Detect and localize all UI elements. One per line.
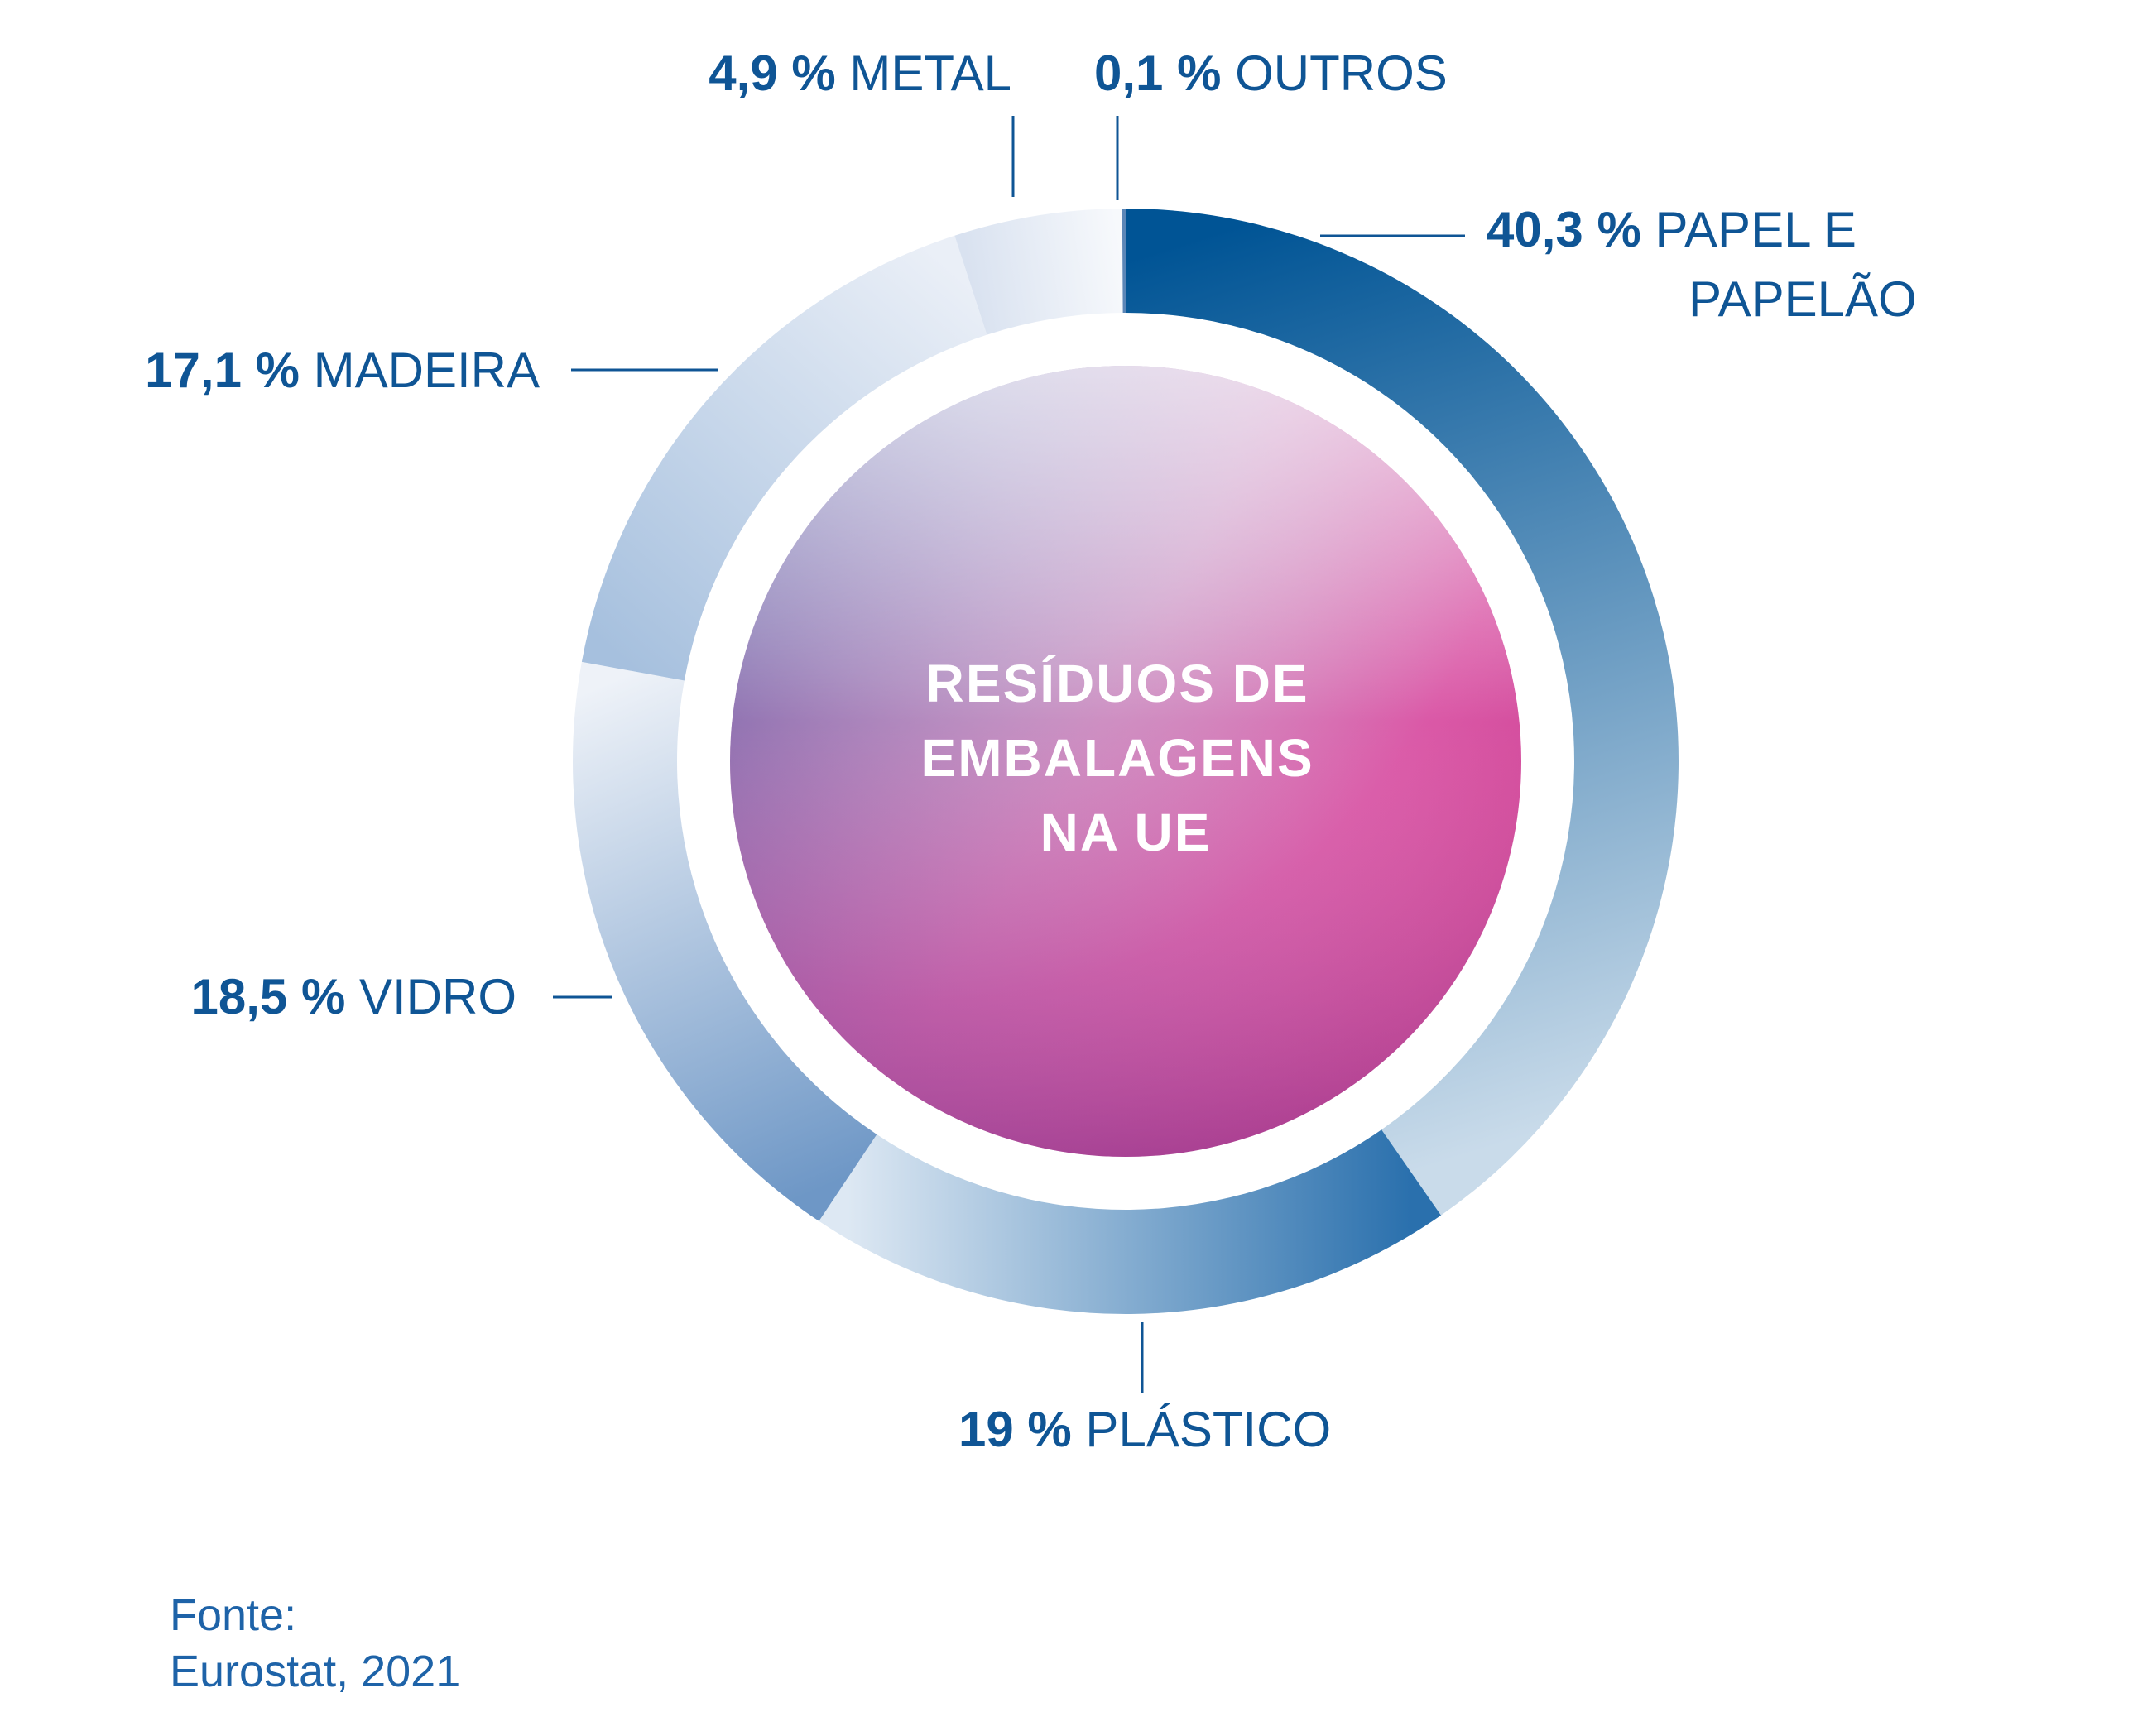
source-note: Fonte: Eurostat, 2021	[170, 1587, 460, 1700]
label-name-metal: METAL	[836, 46, 1011, 101]
slice-outros	[1122, 209, 1126, 314]
label-name-plastico: PLÁSTICO	[1072, 1402, 1331, 1457]
slice-papel-e-papelao	[1126, 209, 1679, 1216]
slice-metal	[954, 209, 1123, 335]
center-title-line-2: EMBALAGENS	[921, 728, 1314, 788]
slice-madeira	[581, 235, 987, 681]
label-name-madeira: MADEIRA	[300, 343, 540, 398]
label-name-papel-e-papelao: PAPEL E	[1641, 202, 1857, 257]
center-title: RESÍDUOS DE EMBALAGENS NA UE	[921, 654, 1331, 862]
label-value-vidro: 18,5 %	[191, 969, 346, 1024]
label-papel-e-papelao: 40,3 % PAPEL E	[1487, 202, 1857, 257]
label-outros: 0,1 % OUTROS	[1094, 46, 1448, 101]
slice-plastico	[819, 1129, 1441, 1314]
center-title-line-3: NA UE	[1040, 803, 1212, 862]
slice-labels: 40,3 % PAPEL E PAPELÃO 19 % PLÁSTICO 18,5 %…	[145, 46, 1917, 1457]
label-name-outros: OUTROS	[1221, 46, 1447, 101]
label-plastico: 19 % PLÁSTICO	[958, 1402, 1331, 1457]
source-label: Fonte:	[170, 1590, 297, 1640]
label-value-outros: 0,1 %	[1094, 46, 1221, 101]
label-value-plastico: 19 %	[958, 1402, 1072, 1457]
label-vidro: 18,5 % VIDRO	[191, 969, 517, 1024]
center-highlight	[730, 366, 1521, 1157]
source-text: Eurostat, 2021	[170, 1647, 461, 1696]
label-madeira: 17,1 % MADEIRA	[145, 343, 540, 398]
slice-vidro	[573, 661, 877, 1221]
label-value-madeira: 17,1 %	[145, 343, 300, 398]
center-disc	[730, 366, 1521, 1157]
label-value-papel-e-papelao: 40,3 %	[1487, 202, 1641, 257]
leader-lines	[553, 116, 1465, 1393]
donut-segments	[573, 209, 1679, 1314]
label-metal: 4,9 % METAL	[709, 46, 1011, 101]
label-name-line-2-papel-e-papelao: PAPELÃO	[1688, 271, 1917, 327]
label-name-vidro: VIDRO	[345, 969, 516, 1024]
label-value-metal: 4,9 %	[709, 46, 835, 101]
center-title-line-1: RESÍDUOS DE	[926, 654, 1309, 713]
